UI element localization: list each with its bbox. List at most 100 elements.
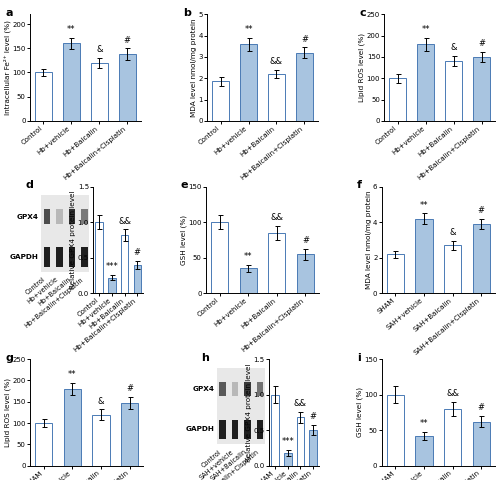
Bar [240, 44, 257, 121]
Text: GPX4: GPX4 [192, 386, 214, 392]
Bar [244, 382, 251, 396]
Text: #: # [134, 248, 141, 257]
Text: d: d [25, 180, 33, 191]
Text: b: b [183, 8, 190, 18]
Bar [232, 382, 238, 396]
Y-axis label: GSH level (%): GSH level (%) [356, 387, 362, 437]
Bar [445, 61, 462, 121]
Bar [44, 209, 50, 224]
Text: &: & [96, 45, 102, 54]
Text: #: # [126, 384, 133, 393]
Bar [220, 382, 226, 396]
Bar [121, 403, 138, 466]
Bar [68, 209, 75, 224]
Text: ***: *** [106, 262, 118, 271]
Bar [257, 420, 264, 439]
Bar [56, 209, 62, 224]
Text: **: ** [244, 25, 253, 34]
Bar [268, 233, 285, 293]
Y-axis label: Lipid ROS level (%): Lipid ROS level (%) [358, 33, 365, 102]
Bar [64, 389, 81, 466]
Bar [257, 382, 264, 396]
Text: &&: && [270, 213, 283, 222]
Text: h: h [201, 353, 209, 363]
Text: **: ** [422, 25, 430, 34]
Text: #: # [310, 412, 316, 421]
Text: &&: && [118, 216, 131, 226]
Text: Hb+vehicle: Hb+vehicle [26, 276, 60, 305]
Bar [444, 409, 461, 466]
Bar [472, 224, 490, 293]
Bar [81, 248, 87, 266]
Bar [81, 209, 87, 224]
Text: SAH+vehicle: SAH+vehicle [199, 449, 235, 480]
Text: GPX4: GPX4 [16, 214, 38, 219]
Y-axis label: MDA level nmol/mg protein: MDA level nmol/mg protein [191, 18, 197, 117]
Text: &: & [450, 43, 457, 52]
Text: &: & [98, 396, 104, 406]
Bar [56, 248, 62, 266]
Text: #: # [478, 206, 485, 215]
Y-axis label: Lipid ROS level (%): Lipid ROS level (%) [4, 378, 11, 447]
Text: e: e [181, 180, 188, 191]
Bar [386, 254, 404, 293]
Bar [296, 417, 304, 466]
Text: **: ** [67, 25, 76, 34]
Text: i: i [356, 353, 360, 363]
Bar [444, 245, 461, 293]
Bar [271, 395, 279, 466]
Bar [390, 78, 406, 121]
Bar [268, 74, 285, 121]
Text: GAPDH: GAPDH [186, 426, 214, 432]
Bar [41, 195, 89, 272]
Text: **: ** [420, 201, 428, 210]
Bar [35, 72, 52, 121]
Text: Control: Control [200, 449, 222, 468]
Text: f: f [356, 180, 362, 191]
Bar [92, 415, 110, 466]
Y-axis label: MDA level nmol/mg protein: MDA level nmol/mg protein [366, 191, 372, 289]
Bar [244, 420, 251, 439]
Y-axis label: Relative GPX4 protein level: Relative GPX4 protein level [246, 363, 252, 462]
Bar [212, 82, 229, 121]
Y-axis label: Intracellular Fe²⁺ level (%): Intracellular Fe²⁺ level (%) [4, 20, 11, 115]
Text: &&: && [294, 399, 307, 408]
Bar [232, 420, 238, 439]
Y-axis label: GSH level (%): GSH level (%) [180, 215, 186, 265]
Text: Control: Control [25, 276, 47, 296]
Text: &&: && [270, 57, 283, 66]
Text: SAH+Baicalin+Cisplatin: SAH+Baicalin+Cisplatin [196, 449, 260, 480]
Bar [96, 222, 103, 293]
Text: #: # [302, 236, 309, 245]
Text: g: g [5, 353, 13, 363]
Text: #: # [478, 39, 485, 48]
Bar [63, 43, 80, 121]
Bar [310, 430, 317, 466]
Bar [386, 395, 404, 466]
Bar [211, 222, 228, 293]
Text: a: a [6, 8, 13, 18]
Text: Hb+Baicalin+Cisplatin: Hb+Baicalin+Cisplatin [24, 276, 84, 329]
Bar [296, 53, 313, 121]
Bar [240, 268, 257, 293]
Text: #: # [301, 35, 308, 44]
Text: &&: && [446, 389, 459, 398]
Bar [134, 265, 141, 293]
Bar [416, 219, 432, 293]
Bar [121, 235, 128, 293]
Text: &: & [450, 228, 456, 237]
Bar [91, 63, 108, 121]
Bar [418, 44, 434, 121]
Text: **: ** [420, 419, 428, 428]
Text: **: ** [244, 252, 252, 261]
Y-axis label: Relative GPX4 protein level: Relative GPX4 protein level [70, 191, 76, 289]
Text: SAH+Baicalin: SAH+Baicalin [210, 449, 248, 480]
Text: GAPDH: GAPDH [10, 254, 38, 260]
Bar [68, 248, 75, 266]
Bar [35, 423, 52, 466]
Text: #: # [124, 36, 131, 45]
Text: c: c [360, 8, 366, 18]
Bar [416, 436, 432, 466]
Text: ***: *** [282, 437, 294, 446]
Text: **: ** [68, 370, 76, 379]
